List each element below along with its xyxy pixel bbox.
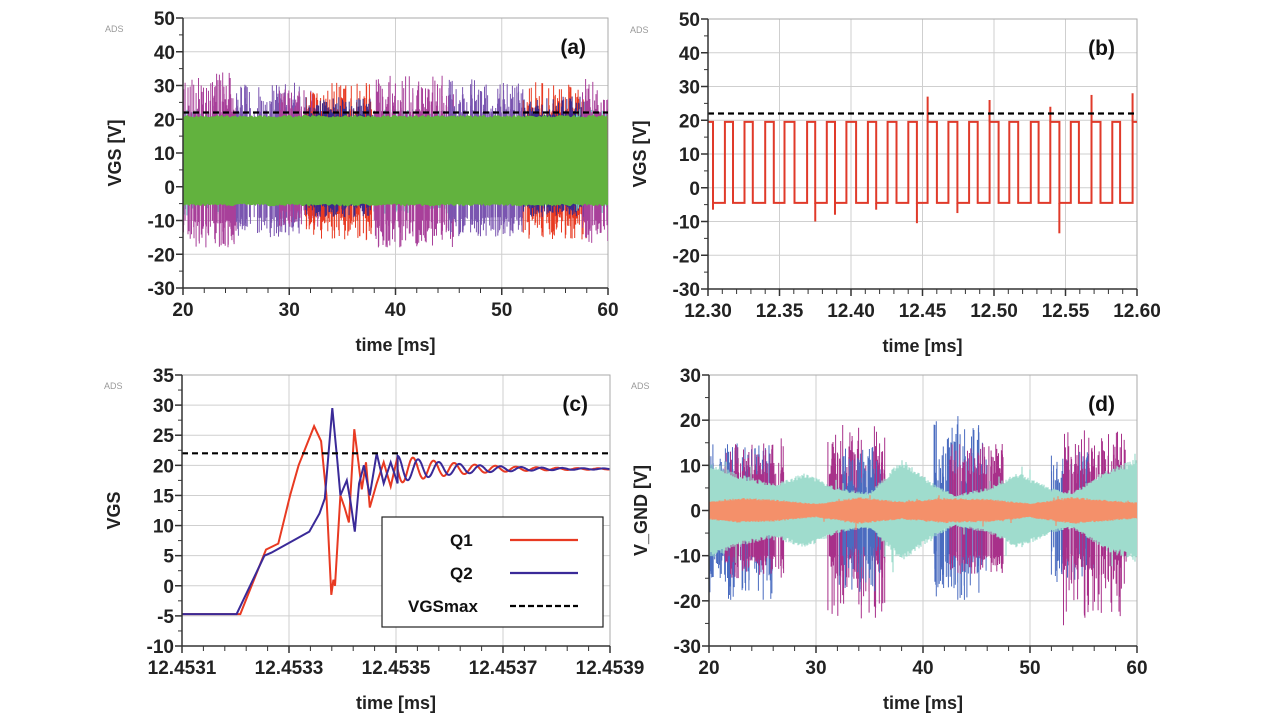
x-axis-label: time [ms] <box>883 693 963 713</box>
data-layer <box>182 408 610 616</box>
watermark: ADS <box>630 25 649 35</box>
x-tick-label: 12.30 <box>684 301 732 322</box>
vgs-series <box>708 120 1137 204</box>
y-tick-label: 40 <box>679 44 700 65</box>
y-tick-label: -10 <box>674 547 701 568</box>
x-tick-label: 60 <box>597 300 618 321</box>
x-axis-label: time [ms] <box>356 693 436 713</box>
x-tick-label: 12.4531 <box>148 658 217 679</box>
y-axis-label: V_GND [V] <box>631 465 651 556</box>
x-tick-label: 12.50 <box>970 301 1018 322</box>
x-tick-label: 12.35 <box>756 301 804 322</box>
data-layer <box>708 93 1137 234</box>
y-axis-label: VGS [V] <box>630 120 650 187</box>
y-tick-label: 30 <box>680 366 701 387</box>
x-tick-label: 40 <box>912 658 933 679</box>
panel-a: -30 -20 -10 0 10 20 30 40 50 20 30 40 50 60 time [ms] V… <box>105 9 619 355</box>
y-tick-label: 10 <box>679 145 700 166</box>
y-tick-label: 20 <box>680 411 701 432</box>
x-tick-label: 30 <box>805 658 826 679</box>
y-tick-label: 30 <box>153 396 174 417</box>
y-tick-label: -30 <box>148 279 175 300</box>
y-tick-label: -10 <box>147 637 174 658</box>
y-axis-label: VGS <box>104 491 124 529</box>
panel-b: -30 -20 -10 0 10 20 30 40 50 12.30 12.35 12.40 12.45… <box>630 10 1161 356</box>
watermark: ADS <box>104 381 123 391</box>
x-tick-label: 12.4533 <box>255 658 324 679</box>
y-tick-label: 10 <box>680 456 701 477</box>
x-tick-label: 12.4537 <box>469 658 538 679</box>
legend-label: Q1 <box>450 531 473 550</box>
orange-envelope-series <box>709 495 1137 530</box>
x-tick-label: 30 <box>279 300 300 321</box>
watermark: ADS <box>105 24 124 34</box>
x-axis-label: time [ms] <box>882 336 962 356</box>
y-tick-label: 10 <box>154 144 175 165</box>
y-tick-label: -20 <box>148 245 175 266</box>
y-tick-label: 20 <box>154 110 175 131</box>
panel-label: (c) <box>562 393 588 416</box>
x-tick-label: 12.55 <box>1042 301 1090 322</box>
x-tick-label: 12.45 <box>899 301 947 322</box>
y-axis-label: VGS [V] <box>105 119 125 186</box>
y-tick-label: -30 <box>673 280 700 301</box>
data-layer <box>183 72 608 248</box>
y-tick-label: 20 <box>153 456 174 477</box>
y-tick-label: 20 <box>679 111 700 132</box>
y-tick-label: -5 <box>157 607 174 628</box>
x-tick-label: 20 <box>698 658 719 679</box>
y-tick-label: 0 <box>163 577 174 598</box>
y-tick-label: 10 <box>153 517 174 538</box>
y-tick-label: 0 <box>689 179 700 200</box>
y-tick-label: -30 <box>674 637 701 658</box>
y-tick-label: -20 <box>674 592 701 613</box>
y-tick-label: 30 <box>154 77 175 98</box>
y-tick-label: -10 <box>673 213 700 234</box>
y-tick-label: 25 <box>153 426 175 447</box>
legend: Q1 Q2 VGSmax <box>381 516 604 628</box>
y-tick-label: 40 <box>154 43 175 64</box>
watermark: ADS <box>631 381 650 391</box>
x-tick-label: 40 <box>385 300 406 321</box>
panel-label: (d) <box>1088 393 1115 416</box>
x-tick-label: 60 <box>1126 658 1147 679</box>
x-tick-label: 12.40 <box>827 301 875 322</box>
y-tick-label: 50 <box>679 10 700 31</box>
panel-label: (a) <box>560 36 586 59</box>
legend-label: Q2 <box>450 564 473 583</box>
y-tick-label: 35 <box>153 366 175 387</box>
panel-c: -10 -5 0 5 10 15 20 25 30 35 12.4531 12.4533 12.4535… <box>104 366 644 713</box>
x-tick-label: 50 <box>491 300 512 321</box>
x-tick-label: 12.4535 <box>362 658 431 679</box>
y-tick-label: 30 <box>679 78 700 99</box>
legend-label: VGSmax <box>408 597 478 616</box>
panel-label: (b) <box>1088 37 1115 60</box>
panel-d: -30 -20 -10 0 10 20 30 20 30 40 50 60 time [ms] V_GND… <box>631 366 1148 713</box>
y-tick-label: -20 <box>673 246 700 267</box>
series-q2 <box>182 408 610 616</box>
data-layer <box>709 416 1137 626</box>
x-tick-label: 12.60 <box>1113 301 1161 322</box>
x-tick-label: 12.4539 <box>576 658 645 679</box>
y-tick-label: 15 <box>153 486 175 507</box>
main-band-series <box>183 114 608 207</box>
x-tick-label: 50 <box>1019 658 1040 679</box>
y-tick-label: 5 <box>163 547 174 568</box>
x-axis-label: time [ms] <box>355 335 435 355</box>
y-tick-label: -10 <box>148 212 175 233</box>
x-tick-label: 20 <box>172 300 193 321</box>
y-tick-label: 50 <box>154 9 175 30</box>
y-tick-label: 0 <box>164 178 175 199</box>
y-tick-label: 0 <box>690 502 701 523</box>
